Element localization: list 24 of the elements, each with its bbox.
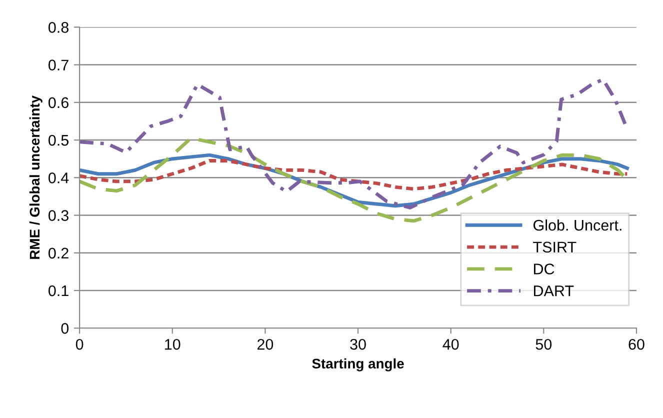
- x-tick-label: 30: [350, 338, 366, 350]
- y-tick-label: 0.3: [48, 210, 68, 221]
- x-tick-label: 60: [628, 338, 644, 350]
- legend-label: DC: [534, 264, 554, 274]
- line-series: [80, 78, 628, 210]
- line-series: [80, 158, 629, 191]
- y-tick-label: 0.7: [48, 60, 68, 70]
- x-axis-title: Starting angle: [312, 358, 404, 372]
- y-tick-label: 0.1: [48, 285, 68, 296]
- legend-label: Glob. Uncert.: [534, 219, 622, 231]
- y-tick-label: 0.6: [48, 97, 68, 108]
- x-tick-label: 0: [76, 338, 84, 350]
- y-axis-title: RME / Global uncertainty: [29, 96, 42, 259]
- y-tick-label: 0.4: [48, 172, 69, 184]
- y-tick-label: 0.5: [48, 134, 69, 146]
- y-tick-label: 0.8: [48, 22, 68, 33]
- x-tick-label: 10: [165, 338, 180, 350]
- x-tick-label: 50: [536, 338, 552, 350]
- legend-label: TSIRT: [533, 242, 576, 253]
- legend-label: DART: [534, 286, 574, 296]
- x-tick-label: 40: [442, 338, 459, 350]
- y-tick-label: 0.2: [48, 248, 68, 259]
- x-tick-label: 20: [257, 338, 274, 350]
- y-tick-label: 0: [61, 323, 69, 334]
